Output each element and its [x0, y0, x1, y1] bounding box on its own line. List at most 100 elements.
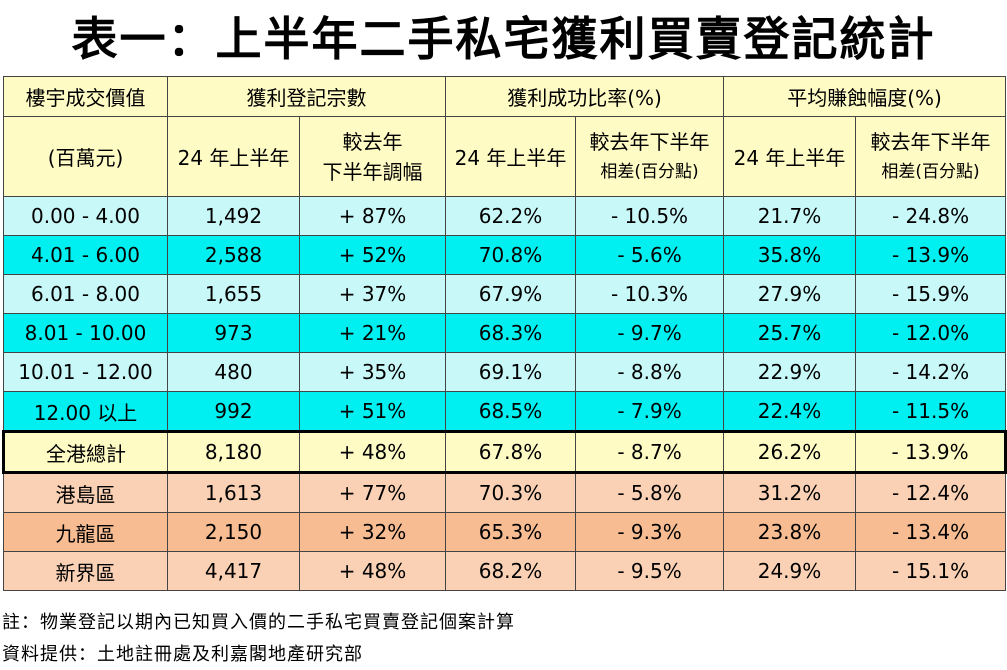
rate-change-cell: - 10.5% [574, 196, 725, 236]
count-cell: 992 [167, 391, 300, 432]
price-band-cell: 0.00 - 4.00 [3, 196, 168, 236]
table-row: 4.01 - 6.00 2,588 + 52% 70.8% - 5.6% 35.8% - 1… [3, 235, 1007, 275]
count-change-cell: + 52% [299, 235, 446, 275]
sub-header-rate-change: 較去年下半年 相差(百分點) [574, 116, 725, 197]
table-row: 12.00 以上 992 + 51% 68.5% - 7.9% 22.4% - 11.5% [3, 391, 1007, 432]
group-header-margin: 平均賺蝕幅度(%) [723, 76, 1007, 117]
margin-change-cell: - 12.4% [855, 472, 1007, 513]
rate-change-cell: - 9.5% [574, 551, 725, 591]
count-cell: 1,613 [167, 472, 300, 513]
sub-header-margin-change-l2: 相差(百分點) [881, 161, 980, 182]
count-cell: 1,655 [167, 274, 300, 314]
group-header-rate: 獲利成功比率(%) [444, 76, 725, 117]
price-band-cell: 4.01 - 6.00 [3, 235, 168, 275]
count-change-cell: + 77% [299, 472, 446, 513]
count-cell: 8,180 [167, 430, 300, 474]
rate-cell: 68.5% [445, 391, 576, 432]
rate-change-cell: - 8.8% [574, 352, 725, 392]
margin-cell: 26.2% [723, 430, 857, 474]
rate-change-cell: - 5.6% [574, 235, 725, 275]
sub-header-margin-change: 較去年下半年 相差(百分點) [855, 116, 1007, 197]
count-change-cell: + 21% [299, 313, 446, 353]
margin-cell: 22.9% [723, 352, 857, 392]
rate-cell: 65.3% [445, 512, 576, 552]
count-change-cell: + 35% [299, 352, 446, 392]
count-cell: 2,150 [167, 512, 300, 552]
rate-cell: 70.8% [445, 235, 576, 275]
header-row-2: (百萬元) 24 年上半年 較去年 下半年調幅 24 年上半年 較去年下半年 相… [3, 116, 1007, 197]
count-cell: 1,492 [167, 196, 300, 236]
count-cell: 2,588 [167, 235, 300, 275]
margin-cell: 31.2% [723, 472, 857, 513]
margin-cell: 24.9% [723, 551, 857, 591]
price-band-cell: 8.01 - 10.00 [3, 313, 168, 353]
margin-cell: 35.8% [723, 235, 857, 275]
rate-cell: 67.9% [445, 274, 576, 314]
margin-change-cell: - 15.1% [855, 551, 1007, 591]
price-col-unit: (百萬元) [3, 116, 168, 197]
sub-header-rate-change-l2: 相差(百分點) [600, 161, 699, 182]
rate-change-cell: - 10.3% [574, 274, 725, 314]
sub-header-count-change-l1: 較去年 [342, 129, 403, 154]
sub-header-margin-change-l1: 較去年下半年 [870, 129, 991, 154]
margin-change-cell: - 13.4% [855, 512, 1007, 552]
total-row: 全港總計 8,180 + 48% 67.8% - 8.7% 26.2% - 13.9% [2, 430, 1007, 474]
margin-change-cell: - 11.5% [855, 391, 1007, 432]
margin-cell: 27.9% [723, 274, 857, 314]
rate-cell: 70.3% [445, 472, 576, 513]
price-band-cell: 新界區 [3, 551, 168, 591]
table-row: 6.01 - 8.00 1,655 + 37% 67.9% - 10.3% 27.9% - … [3, 274, 1007, 314]
rate-cell: 68.3% [445, 313, 576, 353]
sub-header-margin-h1: 24 年上半年 [723, 116, 857, 197]
price-band-cell: 港島區 [3, 472, 168, 513]
table-row: 0.00 - 4.00 1,492 + 87% 62.2% - 10.5% 21.7% - … [3, 196, 1007, 236]
sub-header-count-h1: 24 年上半年 [167, 116, 300, 197]
count-cell: 973 [167, 313, 300, 353]
rate-cell: 67.8% [445, 430, 576, 474]
margin-cell: 22.4% [723, 391, 857, 432]
count-change-cell: + 51% [299, 391, 446, 432]
price-col-header: 樓宇成交價值 [3, 76, 168, 117]
rate-cell: 68.2% [445, 551, 576, 591]
margin-change-cell: - 14.2% [855, 352, 1007, 392]
price-band-cell: 6.01 - 8.00 [3, 274, 168, 314]
footnote: 註：物業登記以期內已知買入價的二手私宅買賣登記個案計算 [2, 612, 515, 633]
margin-change-cell: - 13.9% [855, 430, 1007, 474]
district-row: 九龍區 2,150 + 32% 65.3% - 9.3% 23.8% - 13.4% [3, 512, 1007, 552]
count-change-cell: + 48% [299, 430, 446, 474]
margin-cell: 25.7% [723, 313, 857, 353]
sub-header-rate-change-l1: 較去年下半年 [589, 129, 710, 154]
count-change-cell: + 32% [299, 512, 446, 552]
price-band-cell: 12.00 以上 [3, 391, 168, 432]
sub-header-count-change-l2: 下半年調幅 [322, 159, 423, 184]
rate-cell: 62.2% [445, 196, 576, 236]
rate-change-cell: - 9.3% [574, 512, 725, 552]
count-cell: 480 [167, 352, 300, 392]
margin-change-cell: - 13.9% [855, 235, 1007, 275]
margin-change-cell: - 15.9% [855, 274, 1007, 314]
district-row: 港島區 1,613 + 77% 70.3% - 5.8% 31.2% - 12.4% [3, 472, 1007, 513]
price-band-cell: 九龍區 [3, 512, 168, 552]
margin-change-cell: - 12.0% [855, 313, 1007, 353]
table-title: 表一：上半年二手私宅獲利買賣登記統計 [71, 12, 936, 66]
price-band-cell: 全港總計 [2, 430, 168, 474]
rate-cell: 69.1% [445, 352, 576, 392]
source-note: 資料提供：土地註冊處及利嘉閣地產研究部 [2, 644, 363, 665]
count-cell: 4,417 [167, 551, 300, 591]
rate-change-cell: - 5.8% [574, 472, 725, 513]
stats-table: 樓宇成交價值 獲利登記宗數 獲利成功比率(%) 平均賺蝕幅度(%) (百萬元) … [2, 76, 1007, 591]
rate-change-cell: - 7.9% [574, 391, 725, 432]
sub-header-rate-h1: 24 年上半年 [445, 116, 576, 197]
rate-change-cell: - 9.7% [574, 313, 725, 353]
table-row: 8.01 - 10.00 973 + 21% 68.3% - 9.7% 25.7% - 12… [3, 313, 1007, 353]
header-row-1: 樓宇成交價值 獲利登記宗數 獲利成功比率(%) 平均賺蝕幅度(%) [3, 76, 1007, 117]
count-change-cell: + 37% [299, 274, 446, 314]
price-band-cell: 10.01 - 12.00 [3, 352, 168, 392]
district-row: 新界區 4,417 + 48% 68.2% - 9.5% 24.9% - 15.1% [3, 551, 1007, 591]
margin-cell: 23.8% [723, 512, 857, 552]
margin-change-cell: - 24.8% [855, 196, 1007, 236]
group-header-count: 獲利登記宗數 [167, 76, 446, 117]
sub-header-count-change: 較去年 下半年調幅 [299, 116, 446, 197]
rate-change-cell: - 8.7% [574, 430, 725, 474]
table-row: 10.01 - 12.00 480 + 35% 69.1% - 8.8% 22.9% - 1… [3, 352, 1007, 392]
